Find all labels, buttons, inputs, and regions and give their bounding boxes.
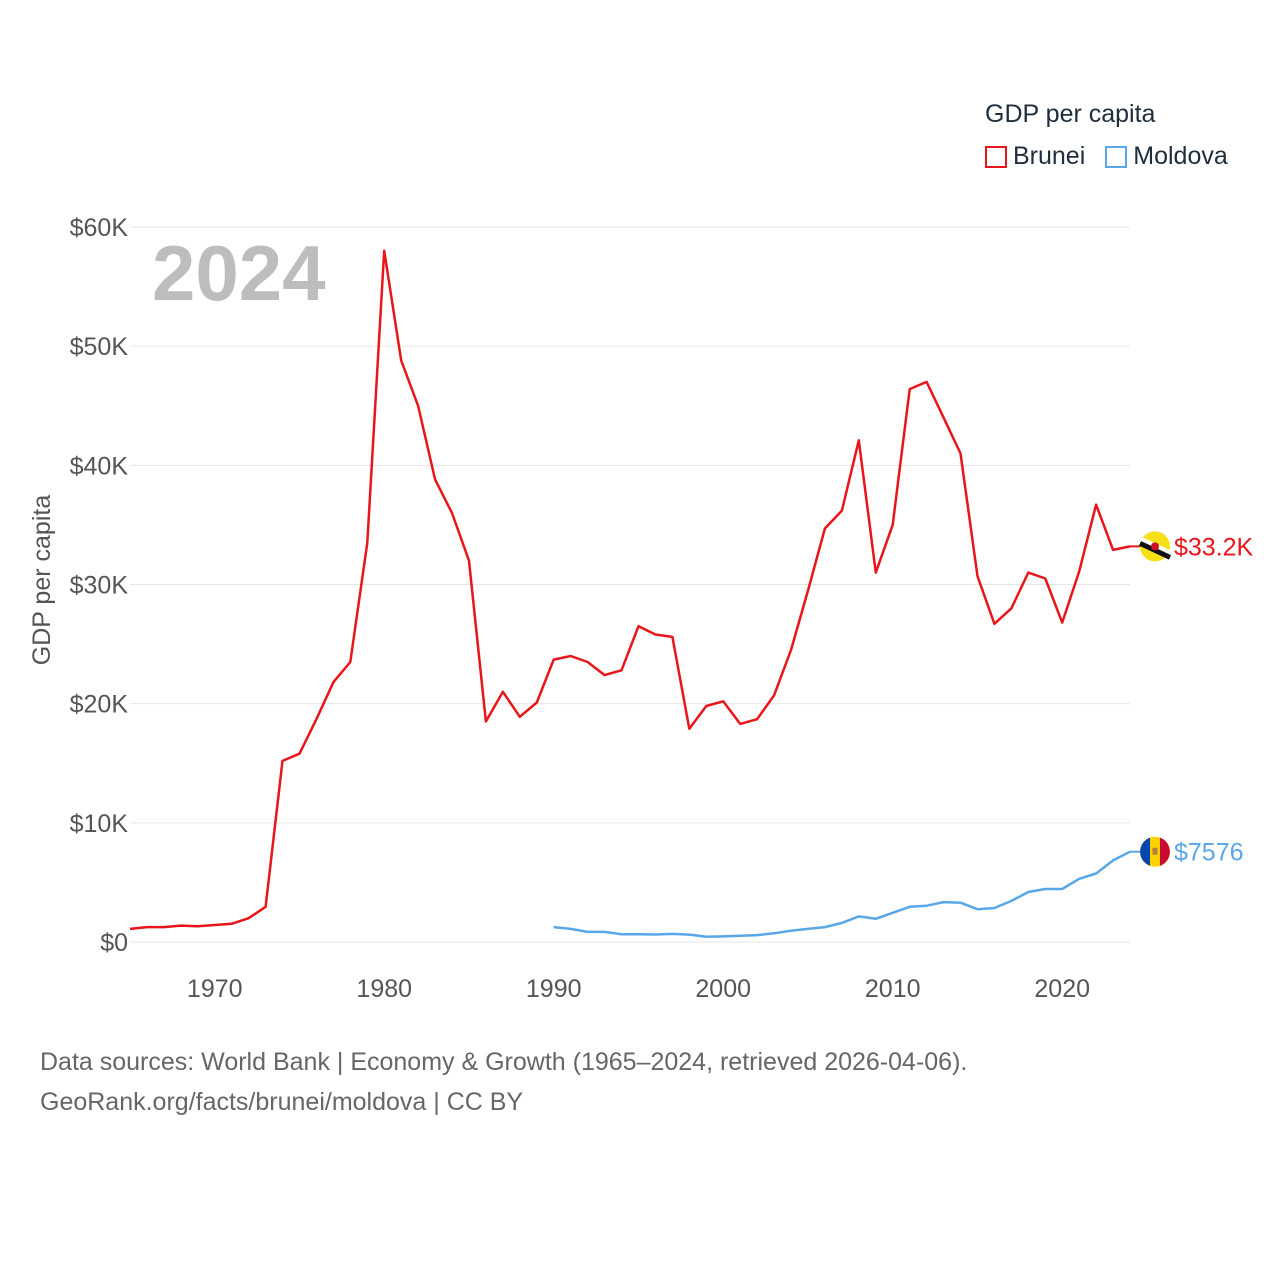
y-tick-label: $0 bbox=[100, 929, 128, 957]
legend-label-moldova: Moldova bbox=[1133, 142, 1228, 170]
legend-swatch-brunei bbox=[985, 145, 1007, 168]
x-tick-label: 2010 bbox=[865, 975, 921, 1003]
y-axis-label: GDP per capita bbox=[28, 495, 56, 666]
x-tick-label: 1980 bbox=[356, 975, 412, 1003]
flag-moldova-icon bbox=[1140, 836, 1170, 867]
series-end-labels: $33.2K $7576 bbox=[1130, 531, 1254, 867]
flag-brunei-icon bbox=[1138, 531, 1172, 562]
footer-sources: Data sources: World Bank | Economy & Gro… bbox=[40, 1042, 967, 1122]
x-axis-ticks: 1970 1980 1990 2000 2010 2020 bbox=[187, 975, 1090, 1003]
y-axis-ticks: $0 $10K $20K $30K $40K $50K $60K bbox=[70, 214, 129, 957]
y-tick-label: $20K bbox=[70, 691, 129, 719]
y-tick-label: $60K bbox=[70, 214, 129, 242]
y-tick-label: $50K bbox=[70, 333, 129, 361]
series-line-moldova bbox=[553, 850, 1131, 939]
x-tick-label: 1990 bbox=[526, 975, 582, 1003]
legend: Brunei Moldova bbox=[985, 142, 1248, 171]
series-end-value-brunei: $33.2K bbox=[1174, 533, 1254, 561]
legend-title: GDP per capita bbox=[985, 100, 1156, 128]
x-tick-label: 2020 bbox=[1034, 975, 1090, 1003]
series-end-value-moldova: $7576 bbox=[1174, 839, 1244, 867]
series-line-brunei bbox=[129, 249, 1131, 931]
current-year-label: 2024 bbox=[152, 229, 326, 317]
footer-line-link[interactable]: GeoRank.org/facts/brunei/moldova | CC BY bbox=[40, 1088, 524, 1116]
x-tick-label: 1970 bbox=[187, 975, 243, 1003]
grid-lines bbox=[130, 226, 1130, 943]
legend-label-brunei: Brunei bbox=[1013, 142, 1086, 170]
y-tick-label: $40K bbox=[70, 452, 129, 480]
y-tick-label: $30K bbox=[70, 572, 129, 600]
legend-swatch-moldova bbox=[1105, 145, 1128, 168]
y-tick-label: $10K bbox=[70, 810, 129, 838]
series-lines bbox=[129, 249, 1131, 939]
legend-item-moldova[interactable]: Moldova bbox=[1105, 142, 1228, 171]
legend-item-brunei[interactable]: Brunei bbox=[985, 142, 1085, 171]
footer-line-sources: Data sources: World Bank | Economy & Gro… bbox=[40, 1048, 968, 1076]
x-tick-label: 2000 bbox=[695, 975, 751, 1003]
